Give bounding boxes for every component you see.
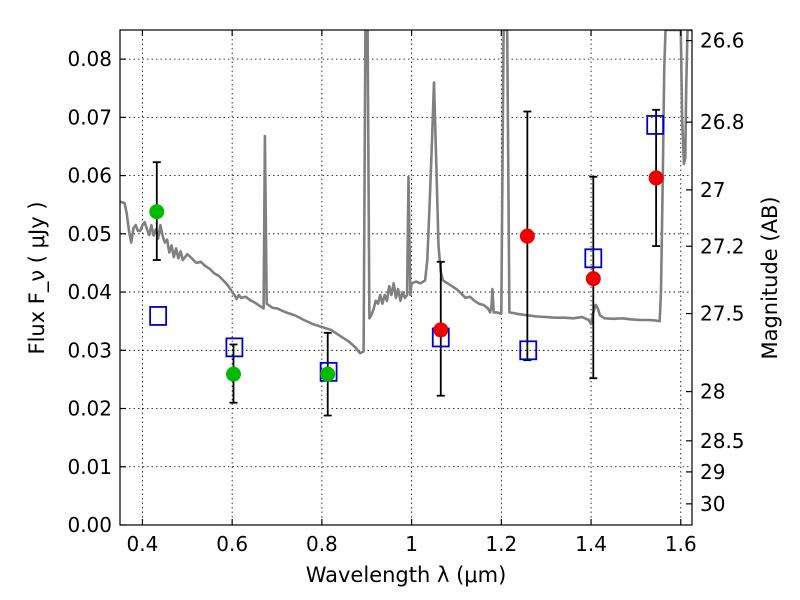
y-tick-label: 0.08 xyxy=(67,47,112,71)
model-square-marker xyxy=(149,306,168,326)
y-tick-label: 0.00 xyxy=(67,513,112,537)
model-spectrum xyxy=(120,30,692,355)
y-tick-labels: 0.00 0.01 0.02 0.03 0.04 0.05 0.06 0.07 0.08 xyxy=(67,47,112,537)
right-tick-label: 30 xyxy=(700,492,725,516)
photometry-circle-marker xyxy=(149,204,165,220)
right-tick-label: 26.8 xyxy=(700,110,745,134)
photometry-circle-marker xyxy=(648,170,664,186)
y-tick-label: 0.04 xyxy=(67,280,112,304)
x-tick-label: 1 xyxy=(405,532,418,556)
model-square-marker xyxy=(584,248,603,269)
spectrum-line xyxy=(120,30,692,355)
right-tick-label: 28.5 xyxy=(700,429,745,453)
photometry-circle-marker xyxy=(519,228,535,244)
right-axis-label: Magnitude (AB) xyxy=(758,196,782,359)
y-tick-label: 0.06 xyxy=(67,164,112,188)
photometry-circle-marker xyxy=(226,366,242,382)
right-tick-label: 28 xyxy=(700,380,725,404)
photometry-circle-marker xyxy=(320,366,336,382)
plot-frame xyxy=(119,29,693,526)
y-tick-label: 0.03 xyxy=(67,338,112,362)
x-tick-label: 0.6 xyxy=(216,532,248,556)
right-tick-label: 27 xyxy=(700,178,725,202)
right-tick-label: 29 xyxy=(700,460,725,484)
right-tick-labels: 26.6 26.8 27 27.2 27.5 28 28.5 29 30 xyxy=(700,29,745,516)
y-tick-label: 0.01 xyxy=(67,455,112,479)
y-tick-label: 0.05 xyxy=(67,222,112,246)
x-tick-labels: 0.4 0.6 0.8 1 1.2 1.4 1.6 xyxy=(127,532,697,556)
photometry-circle-marker xyxy=(585,271,601,287)
y-tick-label: 0.07 xyxy=(67,105,112,129)
photometry-points xyxy=(149,108,665,417)
x-tick-label: 0.8 xyxy=(306,532,338,556)
x-tick-label: 1.6 xyxy=(665,532,697,556)
model-square-marker xyxy=(646,115,665,135)
right-tick-label: 27.5 xyxy=(700,302,745,326)
right-tick-label: 26.6 xyxy=(700,29,745,53)
y-tick-label: 0.02 xyxy=(67,397,112,421)
x-tick-label: 1.4 xyxy=(575,532,607,556)
x-tick-label: 1.2 xyxy=(485,532,517,556)
y-axis-label: Flux F_ν ( μJy ) xyxy=(25,201,50,354)
x-tick-label: 0.4 xyxy=(127,532,159,556)
model-square-marker xyxy=(519,340,538,361)
model-square-marker xyxy=(225,337,244,358)
right-tick-label: 27.2 xyxy=(700,234,745,258)
x-axis-label: Wavelength λ (μm) xyxy=(306,563,507,587)
photometry-circle-marker xyxy=(433,322,449,338)
grid xyxy=(120,30,692,525)
axis-ticks xyxy=(120,30,692,526)
